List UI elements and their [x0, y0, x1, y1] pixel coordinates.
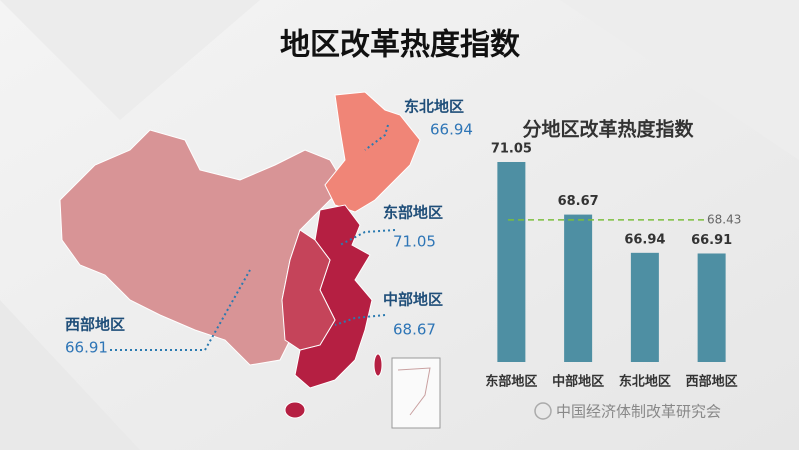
x-tick-label: 西部地区	[686, 374, 738, 390]
bar	[630, 252, 659, 362]
region-name: 东北地区	[404, 98, 464, 116]
region-value: 66.91	[65, 339, 108, 357]
watermark: 中国经济体制改革研究会	[556, 403, 721, 421]
region-value: 68.67	[393, 321, 436, 339]
map-taiwan	[373, 353, 383, 377]
x-tick-label: 东北地区	[619, 374, 671, 390]
plot: 71.05 东部地区 68.67 中部地区 66.94 东北地区 66.91 西部地区 68.4…	[485, 141, 741, 389]
bg-facet	[0, 300, 140, 450]
bar	[697, 253, 726, 362]
value-label: 66.91	[691, 233, 732, 248]
bg-facet	[0, 0, 260, 120]
slide-title: 地区改革热度指数	[280, 28, 521, 63]
wechat-icon	[534, 402, 552, 420]
region-value: 71.05	[393, 233, 436, 251]
value-label: 68.67	[558, 194, 599, 209]
bar	[564, 214, 593, 362]
region-name: 东部地区	[383, 204, 443, 222]
bg-facet	[560, 0, 799, 160]
bar	[497, 161, 526, 362]
chart-title: 分地区改革热度指数	[522, 118, 694, 141]
x-tick-label: 中部地区	[552, 374, 604, 390]
leaders	[110, 124, 396, 351]
region-value: 66.94	[430, 121, 473, 139]
inset-outline	[397, 367, 431, 416]
reference-label: 68.43	[707, 212, 741, 226]
leader-line	[364, 124, 389, 151]
region-name: 西部地区	[65, 316, 125, 334]
value-label: 71.05	[491, 141, 532, 156]
value-label: 66.94	[624, 232, 665, 247]
map-hainan	[284, 401, 306, 419]
leader-line	[339, 229, 396, 246]
map-central	[281, 229, 336, 351]
leader-line	[334, 314, 386, 326]
map-northeast	[324, 91, 421, 213]
leader-line	[110, 269, 251, 351]
region-name: 中部地区	[383, 291, 443, 309]
x-tick-label: 东部地区	[485, 374, 537, 390]
inset-map	[391, 357, 441, 429]
map	[59, 91, 421, 419]
